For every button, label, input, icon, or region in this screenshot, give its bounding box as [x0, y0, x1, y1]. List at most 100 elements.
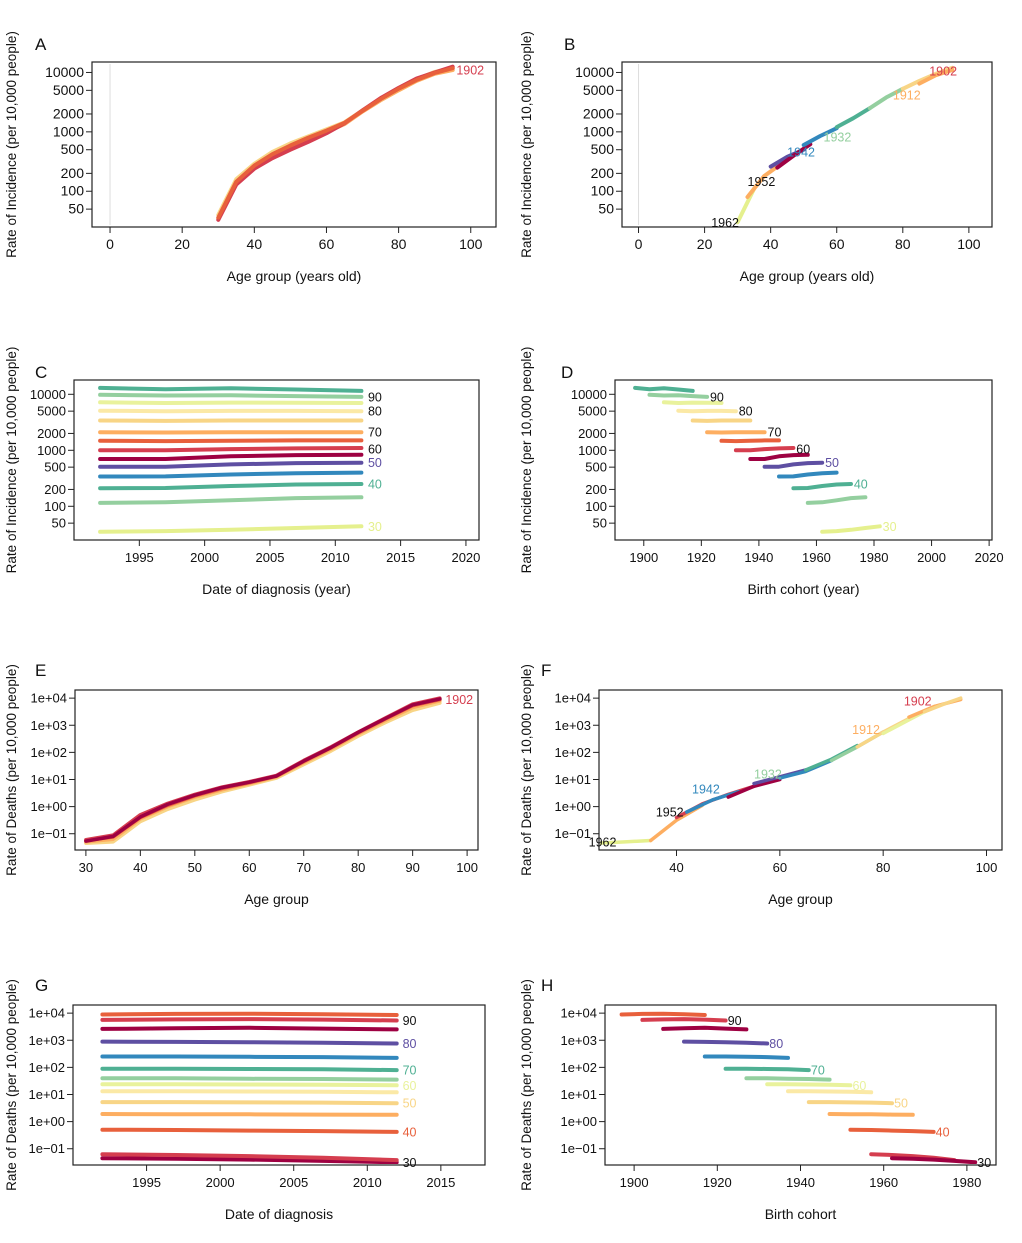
- panel-h: H 1900 1920 1940 1960 1980 1e−01 1e+00 1e+01 1e+0…: [511, 975, 1022, 1243]
- x-tick-label: 1900: [620, 1175, 649, 1190]
- x-tick-label: 2020: [975, 550, 1004, 565]
- x-tick-label: 2010: [353, 1175, 382, 1190]
- panel-a: A 0 20 40 60 80 100 50 100 200 500 1000 2000 5000 1000…: [0, 30, 511, 300]
- series-line-c1952: [745, 164, 780, 199]
- x-tick-label: 100: [976, 860, 998, 875]
- data-label: 50: [894, 1097, 908, 1111]
- series-group-c: [98, 385, 364, 534]
- y-tick-label: 1000: [583, 123, 614, 139]
- series-line-1952: [216, 66, 455, 220]
- chart-f-svg: F 40 60 80 100 1e−01 1e+00 1e+01 1e+02 1e+03 1e+04…: [519, 661, 1003, 907]
- x-tick-label: 2005: [279, 1175, 308, 1190]
- y-tick-label: 50: [68, 201, 84, 217]
- x-axis-g: 1995 2000 2005 2010 2015: [132, 1165, 455, 1190]
- y-tick-label: 5000: [53, 82, 84, 98]
- y-tick-label: 2000: [53, 105, 84, 121]
- y-tick-label: 500: [44, 460, 66, 475]
- x-tick-label: 2000: [190, 550, 219, 565]
- y-axis-a: 50 100 200 500 1000 2000 5000 10000: [45, 64, 92, 217]
- data-label: 70: [811, 1064, 825, 1078]
- y-axis-title-a: Rate of Incidence (per 10,000 people): [4, 31, 19, 258]
- series-line-90: [647, 392, 710, 399]
- series-line-95: [633, 385, 695, 393]
- series-line-40: [98, 482, 364, 491]
- data-label: 70: [768, 426, 782, 440]
- series-line-45: [827, 1112, 915, 1117]
- y-axis-f: 1e−01 1e+00 1e+01 1e+02 1e+03 1e+04: [554, 691, 599, 841]
- series-line-65: [98, 438, 364, 444]
- data-label: 30: [403, 1156, 417, 1170]
- y-tick-label: 1e+04: [30, 691, 67, 706]
- data-label: 1962: [589, 835, 617, 849]
- series-line-30: [890, 1156, 978, 1164]
- y-tick-label: 200: [585, 482, 607, 497]
- data-label: 1942: [692, 782, 720, 796]
- x-tick-label: 2010: [321, 550, 350, 565]
- chart-b-svg: B 0 20 40 60 80 100 50 100 200 500 1000 2000 5000 1000…: [519, 31, 993, 284]
- x-axis-e: 30 40 50 60 70 80 90 100: [79, 850, 478, 875]
- series-line-95: [100, 1011, 399, 1017]
- series-line-55: [786, 1089, 874, 1095]
- x-tick-label: 1960: [802, 550, 831, 565]
- data-label: 60: [368, 443, 382, 457]
- y-tick-label: 1e+02: [28, 1060, 65, 1075]
- plot-frame-f: [598, 689, 1003, 851]
- data-label: 50: [368, 456, 382, 470]
- y-axis-g: 1e−01 1e+00 1e+01 1e+02 1e+03 1e+04: [28, 1006, 73, 1156]
- data-label: 90: [403, 1014, 417, 1028]
- data-label: 80: [739, 405, 753, 419]
- panel-letter-f: F: [541, 661, 551, 680]
- plot-frame-d: [614, 379, 993, 541]
- series-line-55: [98, 452, 364, 461]
- x-tick-label: 2000: [917, 550, 946, 565]
- x-tick-label: 0: [106, 236, 114, 252]
- data-label: 60: [796, 443, 810, 457]
- y-tick-label: 1e+00: [30, 799, 67, 814]
- y-tick-label: 1e+03: [554, 718, 591, 733]
- series-line-1902: [216, 68, 455, 221]
- series-line-c1942b: [685, 789, 741, 814]
- series-line-80: [98, 408, 364, 414]
- y-tick-label: 1e+04: [28, 1006, 65, 1021]
- y-tick-label: 200: [591, 165, 615, 181]
- series-group-e: [84, 696, 442, 845]
- series-line-80: [676, 408, 738, 414]
- data-label: 70: [368, 426, 382, 440]
- series-line-65: [744, 1076, 832, 1082]
- data-label: 80: [403, 1037, 417, 1051]
- plot-frame-a: [91, 61, 497, 228]
- x-tick-label: 60: [242, 860, 256, 875]
- series-line-40: [100, 1127, 399, 1134]
- panel-d: D 1900 1920 1940 1960 1980 2000 2020 50 100 200 500…: [511, 347, 1022, 610]
- x-tick-label: 2020: [451, 550, 480, 565]
- y-axis-title-e: Rate of Deaths (per 10,000 people): [4, 664, 19, 876]
- data-label: 1912: [852, 723, 880, 737]
- series-line-30: [820, 524, 882, 534]
- data-label: 90: [710, 390, 724, 404]
- series-line-80: [100, 1039, 399, 1046]
- y-tick-label: 1e−01: [560, 1141, 597, 1156]
- y-tick-label: 1e+00: [28, 1114, 65, 1129]
- y-tick-label: 1e+00: [560, 1114, 597, 1129]
- panel-g: G 1995 2000 2005 2010 2015 1e−01 1e+00 1e+01 1e+0…: [0, 975, 511, 1243]
- series-line-1952: [84, 697, 442, 843]
- data-label: 70: [403, 1064, 417, 1078]
- chart-c-svg: C 1995 2000 2005 2010 2015 2020 50 100 200 500 1000…: [4, 347, 480, 597]
- chart-h-svg: H 1900 1920 1940 1960 1980 1e−01 1e+00 1e+01 1e+0…: [519, 976, 997, 1222]
- y-tick-label: 10000: [571, 387, 607, 402]
- y-tick-label: 1000: [578, 443, 607, 458]
- chart-g-svg: G 1995 2000 2005 2010 2015 1e−01 1e+00 1e+01 1e+0…: [4, 976, 486, 1222]
- y-axis-title-g: Rate of Deaths (per 10,000 people): [4, 979, 19, 1191]
- series-line-c1912: [867, 86, 905, 111]
- data-label: 60: [403, 1079, 417, 1093]
- series-line-60: [98, 446, 364, 453]
- y-tick-label: 100: [61, 183, 85, 199]
- x-tick-label: 2015: [426, 1175, 455, 1190]
- plot-frame-e: [74, 689, 479, 851]
- x-tick-label: 1995: [132, 1175, 161, 1190]
- series-line-85: [661, 1025, 749, 1032]
- series-line-40: [791, 482, 853, 491]
- y-tick-label: 1e+00: [554, 799, 591, 814]
- x-tick-label: 70: [296, 860, 310, 875]
- panel-letter-b: B: [564, 35, 575, 54]
